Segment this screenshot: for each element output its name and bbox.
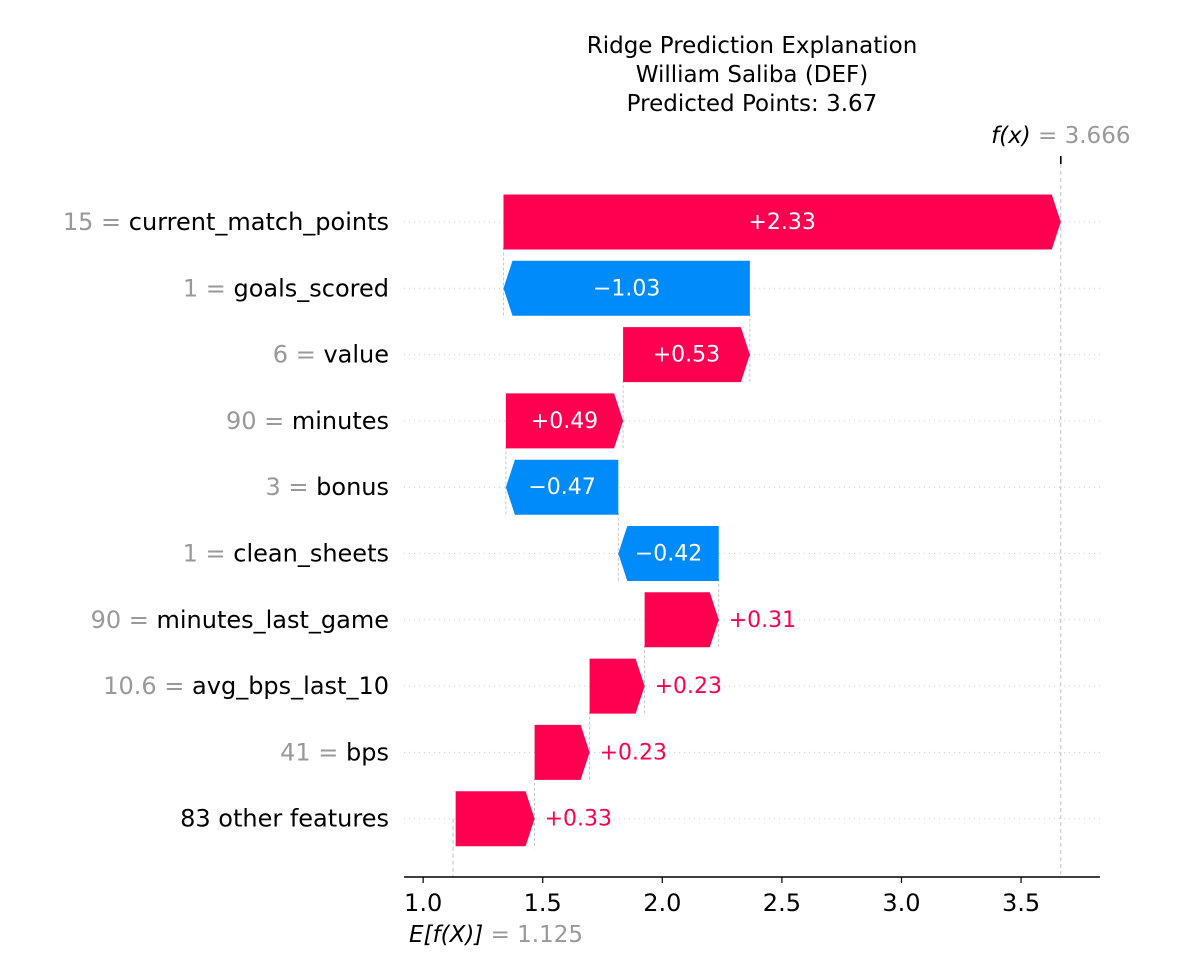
x-tick-label: 1.0: [404, 889, 442, 917]
y-axis-label: 90 = minutes_last_game: [91, 606, 389, 634]
base-value-annotation: E[f(X)] = 1.125: [409, 922, 583, 948]
final-value-annotation: f(x) = 3.666: [991, 123, 1130, 149]
waterfall-bar-83-other-features: [455, 791, 535, 847]
y-axis-label: 3 = bonus: [266, 473, 389, 501]
waterfall-bar-minutes: [505, 393, 624, 449]
bar-value-label: −0.47: [528, 475, 595, 500]
y-axis-label: 83 other features: [180, 805, 389, 833]
x-tick-label: 2.5: [763, 889, 801, 917]
chart-subtitle-player: William Saliba (DEF): [635, 62, 869, 88]
chart-title: Ridge Prediction Explanation: [586, 33, 918, 59]
x-tick-label: 3.5: [1002, 889, 1040, 917]
bar-value-label: +0.53: [653, 343, 720, 368]
waterfall-bar-clean_sheets: [618, 526, 719, 581]
y-axis-label: 1 = clean_sheets: [183, 540, 389, 568]
y-axis-label: 90 = minutes: [226, 407, 389, 435]
y-axis-label: 6 = value: [273, 341, 389, 369]
y-axis-label: 1 = goals_scored: [183, 274, 389, 302]
bar-value-label: +0.49: [531, 409, 598, 434]
waterfall-bar-bonus: [505, 459, 619, 515]
waterfall-bar-bps: [534, 724, 590, 780]
waterfall-bar-current_match_points: [503, 194, 1061, 250]
bar-value-label: +0.23: [655, 674, 722, 699]
waterfall-bar-value: [623, 327, 750, 383]
waterfall-bar-minutes_last_game: [644, 592, 719, 648]
x-tick-label: 3.0: [882, 889, 920, 917]
bar-value-label: +0.23: [600, 740, 667, 765]
bar-value-label: +0.33: [545, 807, 612, 832]
y-axis-label: 10.6 = avg_bps_last_10: [103, 672, 389, 700]
bar-value-label: +0.31: [729, 608, 796, 633]
bar-value-label: −1.03: [593, 276, 660, 301]
y-axis-label: 41 = bps: [280, 738, 389, 766]
bar-value-label: +2.33: [748, 210, 815, 235]
waterfall-bar-goals_scored: [503, 260, 750, 316]
y-axis-label: 15 = current_match_points: [63, 208, 389, 236]
chart-title-block: Ridge Prediction Explanation William Sal…: [452, 32, 1052, 119]
x-tick-label: 1.5: [524, 889, 562, 917]
chart-subtitle-prediction: Predicted Points: 3.67: [626, 91, 878, 117]
bar-value-label: −0.42: [635, 542, 702, 567]
x-tick-label: 2.0: [643, 889, 681, 917]
waterfall-bar-avg_bps_last_10: [589, 658, 645, 714]
